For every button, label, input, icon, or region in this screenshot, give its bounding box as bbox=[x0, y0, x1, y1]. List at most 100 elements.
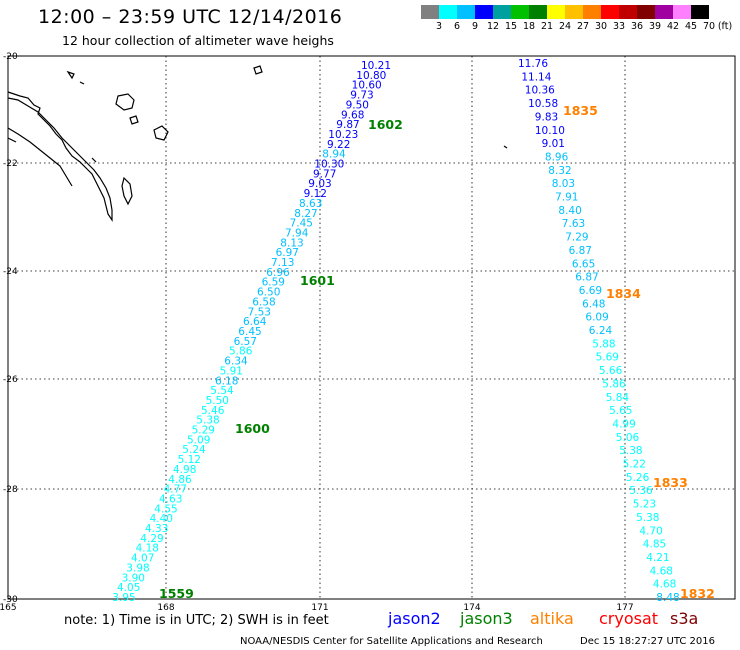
timestamp: Dec 15 18:27:27 UTC 2016 bbox=[580, 636, 715, 647]
wave-height-value: 5.23 bbox=[633, 499, 656, 511]
wave-height-value: 10.21 bbox=[361, 60, 391, 72]
legend-label: 27 bbox=[576, 21, 590, 32]
legend-swatch bbox=[493, 5, 511, 19]
wave-height-value: 5.12 bbox=[178, 454, 201, 466]
wave-height-value: 5.69 bbox=[596, 352, 619, 364]
longitude-label: 168 bbox=[157, 603, 174, 613]
wave-height-value: 9.68 bbox=[341, 109, 364, 121]
legend-unit: (ft) bbox=[717, 21, 733, 32]
wave-height-value: 8.13 bbox=[280, 237, 303, 249]
wave-height-value: 5.86 bbox=[602, 378, 626, 390]
wave-height-value: 4.99 bbox=[612, 419, 635, 431]
map-frame bbox=[7, 55, 736, 600]
wave-height-value: 5.91 bbox=[220, 365, 243, 377]
map-subtitle: 12 hour collection of altimeter wave hei… bbox=[62, 33, 334, 48]
longitude-label: 177 bbox=[616, 603, 633, 613]
legend-swatch bbox=[619, 5, 637, 19]
longitude-label: 171 bbox=[311, 603, 328, 613]
wave-height-value: 5.22 bbox=[623, 459, 646, 471]
satellite-legend-jason3: jason3 bbox=[460, 609, 513, 628]
wave-height-value: 5.88 bbox=[592, 338, 615, 350]
legend-swatch bbox=[637, 5, 655, 19]
wave-height-value: 4.85 bbox=[643, 539, 666, 551]
note-text: note: 1) Time is in UTC; 2) SWH is in fe… bbox=[64, 613, 329, 628]
wave-height-value: 6.45 bbox=[238, 326, 261, 338]
wave-height-value: 6.34 bbox=[224, 356, 248, 368]
wave-height-value: 8.03 bbox=[552, 178, 575, 190]
wave-height-value: 6.57 bbox=[234, 336, 257, 348]
track-values: 10.2110.8010.609.739.509.689.8710.239.22… bbox=[112, 58, 679, 604]
legend-swatch bbox=[601, 5, 619, 19]
latitude-label: -30 bbox=[3, 595, 18, 605]
legend-swatch bbox=[655, 5, 673, 19]
legend-swatch bbox=[691, 5, 709, 19]
wave-height-value: 10.10 bbox=[535, 125, 565, 137]
wave-height-value: 4.29 bbox=[140, 533, 163, 545]
wave-height-value: 4.70 bbox=[639, 525, 662, 537]
wave-height-value: 6.96 bbox=[266, 267, 290, 279]
legend-label: 9 bbox=[471, 21, 479, 32]
wave-height-value: 5.66 bbox=[599, 365, 623, 377]
pass-time-label: 1832 bbox=[680, 586, 715, 601]
wave-height-value: 11.76 bbox=[518, 58, 548, 70]
wave-height-value: 5.38 bbox=[636, 512, 659, 524]
wave-height-value: 10.58 bbox=[528, 98, 558, 110]
wave-height-value: 5.24 bbox=[182, 444, 206, 456]
wave-height-value: 5.54 bbox=[210, 385, 234, 397]
wave-height-value: 9.22 bbox=[327, 139, 350, 151]
wave-height-value: 9.87 bbox=[336, 119, 359, 131]
wave-height-value: 6.18 bbox=[215, 375, 238, 387]
satellite-legend-altika: altika bbox=[530, 609, 574, 628]
wave-height-value: 5.06 bbox=[616, 432, 640, 444]
legend-label: 39 bbox=[648, 21, 662, 32]
pass-time-label: 1835 bbox=[563, 103, 598, 118]
wave-height-value: 7.63 bbox=[562, 218, 585, 230]
legend-swatch bbox=[673, 5, 691, 19]
wave-height-value: 5.50 bbox=[206, 395, 229, 407]
legend-swatch bbox=[475, 5, 493, 19]
wave-height-value: 5.38 bbox=[196, 415, 219, 427]
wave-height-value: 4.98 bbox=[173, 464, 196, 476]
legend-label: 6 bbox=[453, 21, 461, 32]
legend-label: 33 bbox=[612, 21, 626, 32]
map-title: 12:00 – 23:59 UTC 12/14/2016 bbox=[38, 6, 343, 28]
wave-height-value: 8.96 bbox=[545, 151, 569, 163]
wave-height-value: 6.48 bbox=[582, 298, 605, 310]
wave-height-value: 6.69 bbox=[579, 285, 602, 297]
credit-text: NOAA/NESDIS Center for Satellite Applica… bbox=[240, 636, 543, 647]
legend-label: 3 bbox=[435, 21, 443, 32]
satellite-legend-s3a: s3a bbox=[670, 609, 699, 628]
wave-height-value: 10.36 bbox=[525, 85, 555, 97]
wave-height-value: 9.73 bbox=[350, 90, 373, 102]
legend-swatch bbox=[439, 5, 457, 19]
wave-height-value: 9.03 bbox=[308, 178, 331, 190]
legend-swatch bbox=[547, 5, 565, 19]
wave-height-value: 7.13 bbox=[271, 257, 294, 269]
legend-label: 24 bbox=[558, 21, 572, 32]
legend-swatch bbox=[457, 5, 475, 19]
wave-height-value: 4.68 bbox=[653, 579, 676, 591]
wave-height-value: 5.65 bbox=[609, 405, 632, 417]
wave-height-value: 11.14 bbox=[521, 71, 551, 83]
color-legend-labels: 3 6 9 12 15 18 21 24 27 30 33 36 39 42 45 70 (ft) bbox=[421, 21, 740, 35]
pass-time-label: 1834 bbox=[606, 286, 641, 301]
wave-height-value: 4.40 bbox=[150, 513, 173, 525]
wave-height-value: 3.98 bbox=[126, 562, 149, 574]
wave-height-value: 9.83 bbox=[535, 111, 558, 123]
wave-height-value: 4.63 bbox=[159, 494, 182, 506]
legend-label: 45 bbox=[684, 21, 698, 32]
longitude-label: 174 bbox=[463, 603, 480, 613]
wave-height-value: 4.77 bbox=[164, 484, 187, 496]
wave-height-value: 4.33 bbox=[145, 523, 168, 535]
wave-height-value: 5.29 bbox=[192, 425, 215, 437]
wave-height-value: 5.46 bbox=[201, 405, 225, 417]
legend-label: 36 bbox=[630, 21, 644, 32]
wave-height-value: 10.30 bbox=[314, 159, 344, 171]
pass-time-label: 1833 bbox=[653, 475, 688, 490]
legend-label: 18 bbox=[522, 21, 536, 32]
wave-height-value: 5.86 bbox=[229, 346, 253, 358]
wave-height-value: 9.01 bbox=[542, 138, 565, 150]
latitude-label: -20 bbox=[3, 52, 18, 62]
